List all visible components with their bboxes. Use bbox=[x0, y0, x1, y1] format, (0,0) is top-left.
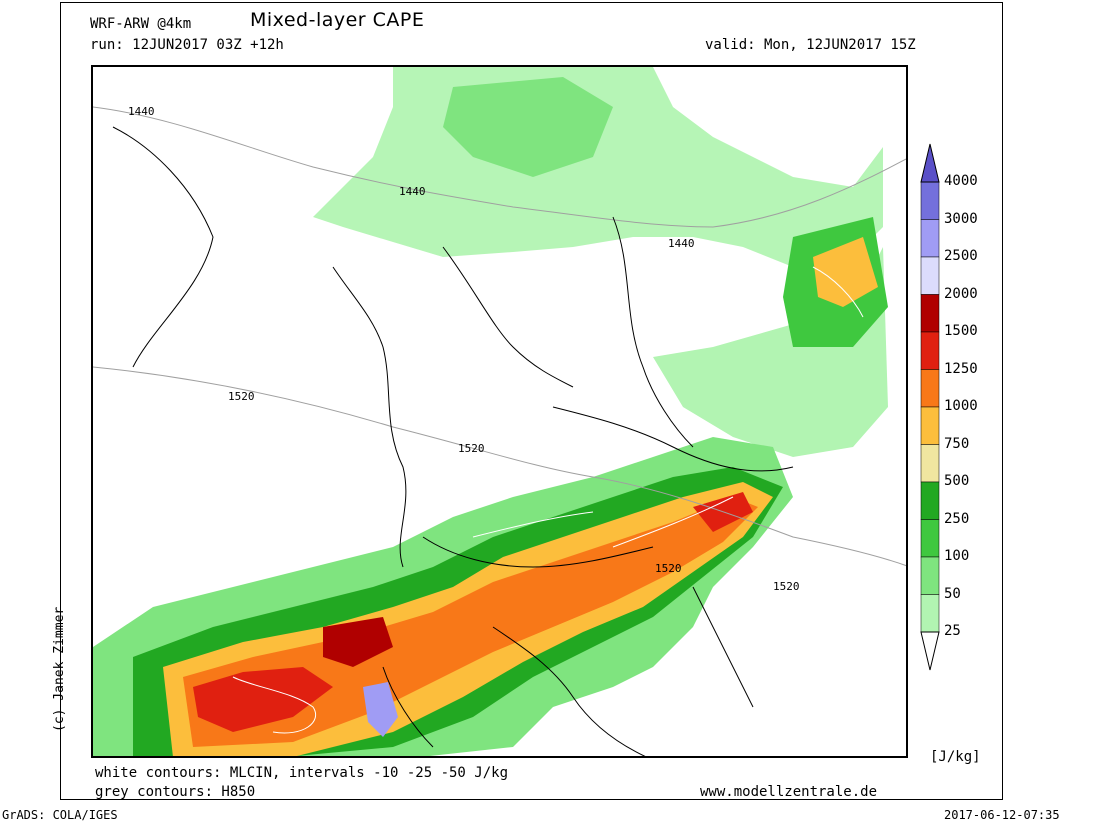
color-bar-segment bbox=[920, 444, 940, 483]
contour-label: 1440 bbox=[399, 185, 426, 198]
cape-area-east bbox=[653, 247, 888, 457]
map-canvas: 1440 1440 1440 1520 1520 1520 1520 bbox=[93, 67, 906, 756]
color-bar-label: 750 bbox=[944, 435, 970, 452]
color-bar-top-arrow bbox=[920, 143, 940, 183]
color-bar-segment bbox=[920, 406, 940, 445]
color-bar-label: 3000 bbox=[944, 210, 978, 227]
color-bar-segments bbox=[920, 181, 940, 633]
color-bar-label: 4000 bbox=[944, 173, 978, 189]
cape-area-east-core bbox=[813, 237, 878, 307]
valid-time-label: valid: Mon, 12JUN2017 15Z bbox=[705, 37, 916, 53]
color-bar-segment bbox=[920, 219, 940, 258]
chart-title: Mixed-layer CAPE bbox=[250, 9, 425, 31]
contour-label: 1520 bbox=[655, 562, 682, 575]
grads-credit: GrADS: COLA/IGES bbox=[2, 808, 118, 822]
color-bar-label: 1250 bbox=[944, 360, 978, 377]
color-bar-bottom-arrow bbox=[920, 631, 940, 671]
contour-label: 1520 bbox=[228, 390, 255, 403]
cape-area-alps-red-2 bbox=[323, 617, 393, 667]
color-bar-label: 2500 bbox=[944, 248, 978, 264]
color-bar-label: 100 bbox=[944, 548, 970, 564]
cape-area-north-inner bbox=[443, 77, 613, 177]
white-contours-note: white contours: MLCIN, intervals -10 -25… bbox=[95, 765, 509, 781]
unit-label: [J/kg] bbox=[930, 749, 981, 765]
color-bar-segment bbox=[920, 481, 940, 520]
grey-contours-note: grey contours: H850 bbox=[95, 784, 256, 800]
generation-timestamp: 2017-06-12-07:35 bbox=[944, 808, 1060, 822]
color-bar-segment bbox=[920, 556, 940, 595]
map-panel: 1440 1440 1440 1520 1520 1520 1520 bbox=[91, 65, 908, 758]
color-bar-segment bbox=[920, 331, 940, 370]
color-bar-segment bbox=[920, 369, 940, 408]
color-bar-label: 25 bbox=[944, 623, 961, 639]
mlcin-contours bbox=[232, 266, 864, 734]
cape-area-alps-red bbox=[193, 667, 333, 732]
plot-frame bbox=[60, 2, 1003, 800]
color-bar-segment bbox=[920, 519, 940, 558]
contour-labels: 1440 1440 1440 1520 1520 1520 1520 bbox=[128, 105, 800, 593]
color-bar-label: 500 bbox=[944, 473, 970, 489]
contour-label: 1520 bbox=[773, 580, 800, 593]
h850-contours bbox=[93, 106, 906, 567]
color-bar-label: 1000 bbox=[944, 398, 978, 414]
color-bar-label: 1500 bbox=[944, 323, 978, 339]
copyright-credit: (c) Janek Zimmer bbox=[52, 606, 67, 732]
color-bar-label: 50 bbox=[944, 585, 961, 602]
color-bar-label: 250 bbox=[944, 510, 970, 527]
contour-label: 1440 bbox=[128, 105, 155, 118]
color-bar-segment bbox=[920, 181, 940, 220]
color-bar bbox=[920, 143, 940, 671]
contour-label: 1440 bbox=[668, 237, 695, 250]
contour-label: 1520 bbox=[458, 442, 485, 455]
color-bar-segment bbox=[920, 294, 940, 333]
model-label: WRF-ARW @4km bbox=[90, 16, 192, 32]
cape-area-alps-max bbox=[363, 682, 398, 737]
country-borders bbox=[112, 126, 794, 756]
color-bar-segment bbox=[920, 594, 940, 633]
website-link[interactable]: www.modellzentrale.de bbox=[700, 784, 878, 800]
color-bar-label: 2000 bbox=[944, 285, 978, 302]
run-label: run: 12JUN2017 03Z +12h bbox=[90, 37, 284, 53]
color-bar-segment bbox=[920, 256, 940, 295]
